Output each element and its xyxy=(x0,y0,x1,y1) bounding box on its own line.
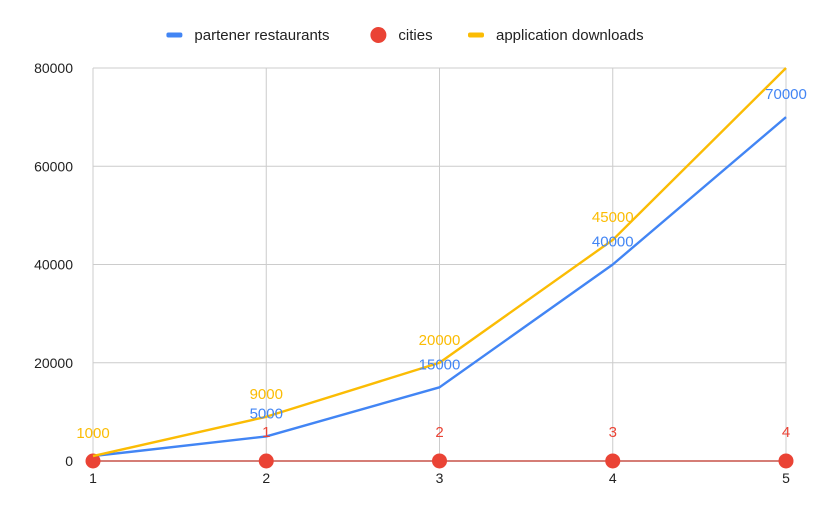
data-label-application-downloads: 1000 xyxy=(76,425,109,442)
y-tick-label: 20000 xyxy=(34,355,73,371)
x-tick-label: 3 xyxy=(436,470,444,486)
series-line-application-downloads xyxy=(92,67,787,458)
y-tick-label: 40000 xyxy=(34,257,73,273)
legend-label: application downloads xyxy=(496,27,644,44)
data-point-cities xyxy=(258,453,274,469)
chart-series xyxy=(85,67,794,469)
series-line-partener-restaurants xyxy=(92,116,787,458)
data-label-cities: 4 xyxy=(782,424,790,441)
data-label-cities: 1 xyxy=(262,424,270,441)
legend-swatch xyxy=(370,27,387,43)
legend-item-cities: cities xyxy=(370,27,433,44)
data-label-partener-restaurants: 5000 xyxy=(250,405,283,422)
x-tick-label: 1 xyxy=(89,470,97,486)
data-point-cities xyxy=(778,453,794,469)
legend-item-partener-restaurants: partener restaurants xyxy=(166,27,329,44)
chart-legend: partener restaurants cities application do… xyxy=(166,27,644,44)
legend-item-application-downloads: application downloads xyxy=(468,27,644,44)
x-tick-label: 5 xyxy=(782,470,790,486)
data-label-cities: 3 xyxy=(609,424,617,441)
data-point-cities xyxy=(605,453,621,469)
x-tick-label: 2 xyxy=(262,470,270,486)
chart-axes: 0 20000 40000 60000 80000 1 2 3 4 5 xyxy=(34,60,790,486)
legend-label: cities xyxy=(398,27,432,44)
data-label-partener-restaurants: 15000 xyxy=(419,356,461,373)
data-label-partener-restaurants: 40000 xyxy=(592,234,634,251)
data-point-cities xyxy=(85,453,101,469)
data-label-application-downloads: 9000 xyxy=(250,386,283,403)
y-tick-label: 0 xyxy=(65,453,73,469)
data-point-cities xyxy=(432,453,447,469)
chart-data-labels: 5000 15000 40000 70000 1 2 3 4 1000 9000 20000 4500… xyxy=(76,86,807,442)
legend-label: partener restaurants xyxy=(194,27,329,44)
y-tick-label: 80000 xyxy=(34,60,73,76)
y-tick-label: 60000 xyxy=(34,158,73,174)
data-label-cities: 2 xyxy=(435,424,443,441)
data-label-application-downloads: 45000 xyxy=(592,209,634,226)
legend-swatch xyxy=(166,32,183,38)
legend-swatch xyxy=(468,32,484,38)
data-label-application-downloads: 20000 xyxy=(419,332,461,349)
chart-grid xyxy=(92,67,787,461)
x-tick-label: 4 xyxy=(609,470,617,486)
data-label-partener-restaurants: 70000 xyxy=(765,86,807,103)
